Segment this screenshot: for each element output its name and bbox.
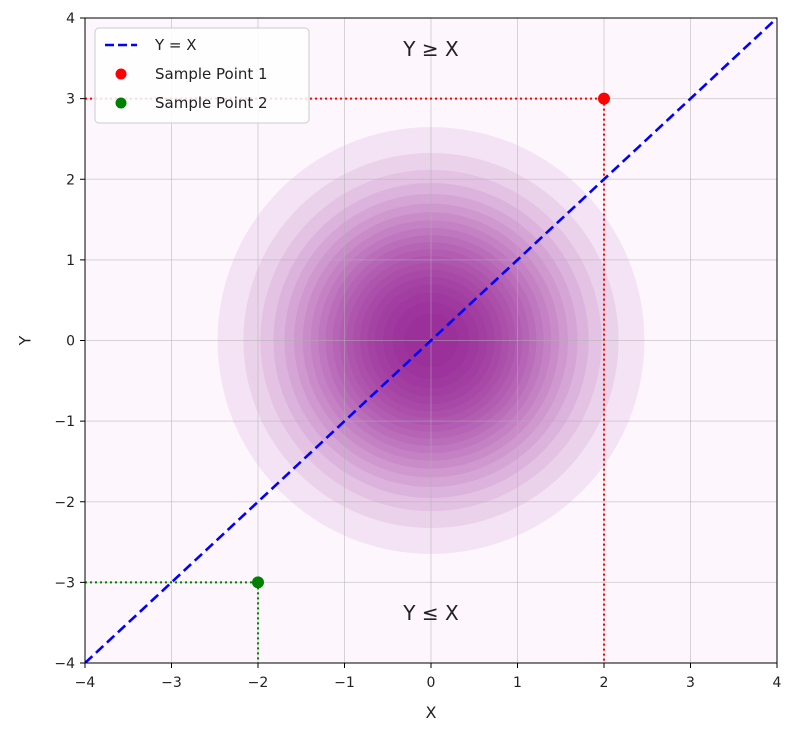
legend-entry-label: Sample Point 2 [155, 94, 268, 112]
region-annotation: Y ≤ X [402, 601, 459, 625]
y-tick-label: 2 [66, 172, 75, 188]
x-tick-label: −4 [75, 675, 96, 691]
y-tick-label: −4 [54, 656, 75, 672]
y-tick-label: 1 [66, 253, 75, 269]
x-tick-label: 2 [600, 675, 609, 691]
x-tick-label: −3 [161, 675, 182, 691]
region-annotation: Y ≥ X [402, 37, 459, 61]
axes: −4 −3 −2 −1 0 1 2 3 4 −4 −3 −2 −1 0 1 2 3 4 X Y [16, 11, 782, 722]
y-tick-label: 3 [66, 92, 75, 108]
x-tick-label: −1 [334, 675, 355, 691]
legend-point-swatch [115, 68, 127, 80]
legend-point-swatch [115, 97, 127, 109]
plot-area: Y ≥ X Y ≤ X [84, 17, 778, 664]
x-tick-label: 4 [773, 675, 782, 691]
y-tick-label: −3 [54, 575, 75, 591]
series-line-y-equals-x [85, 18, 777, 663]
scatter-point [598, 92, 610, 105]
legend: Y = X Sample Point 1 Sample Point 2 [94, 27, 310, 124]
x-axis-label: X [426, 703, 437, 722]
x-tick-label: 3 [686, 675, 695, 691]
y-tick-label: −1 [54, 414, 75, 430]
legend-entry-label: Sample Point 1 [155, 65, 268, 83]
scatter-point [252, 576, 264, 589]
y-tick-label: 4 [66, 11, 75, 27]
x-tick-label: 0 [427, 675, 436, 691]
x-tick-label: −2 [248, 675, 269, 691]
legend-entry-label: Y = X [154, 36, 197, 54]
y-tick-label: 0 [66, 334, 75, 350]
legend-box [94, 27, 310, 124]
x-tick-label: 1 [513, 675, 522, 691]
density-contours [217, 127, 645, 554]
y-tick-label: −2 [54, 495, 75, 511]
y-axis-label: Y [16, 335, 35, 346]
